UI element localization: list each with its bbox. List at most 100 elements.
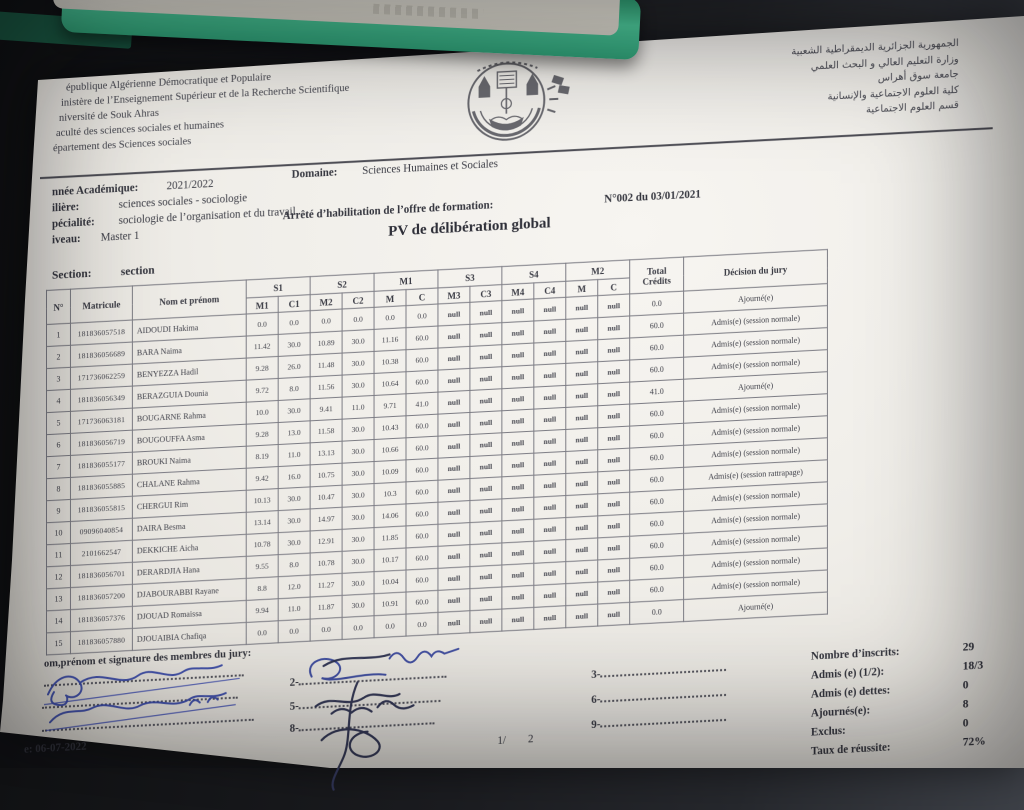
cell-score: null [565, 405, 598, 430]
cell-score: null [565, 383, 598, 408]
cell-score: null [437, 588, 470, 613]
paper-sheet [0, 16, 1024, 768]
cell-score: null [437, 478, 470, 503]
cell-score: 11.27 [310, 573, 343, 598]
cell-score: 10.17 [374, 547, 407, 572]
cell-score: 41.0 [406, 392, 438, 416]
cell-score: null [565, 361, 598, 386]
cell-n: 7 [46, 455, 71, 479]
cell-score: null [533, 539, 566, 564]
cell-total: 60.0 [629, 555, 684, 581]
cell-score: null [501, 387, 534, 411]
signature-ink-middle [294, 643, 534, 796]
stats-block: Nombre d’inscrits: 29 Admis (e) (1/2): 1… [811, 640, 1011, 765]
cell-n: 13 [46, 587, 71, 611]
filiere-value: sciences sociales - sociologie [118, 192, 248, 212]
cell-score: null [469, 322, 502, 347]
cell-score: null [469, 587, 502, 611]
document-content: épublique Algérienne Démocratique et Pop… [24, 30, 1024, 791]
cell-score: 13.13 [310, 441, 343, 465]
cell-score: 30.0 [278, 486, 311, 511]
cell-score: 30.0 [342, 527, 375, 552]
cell-score: null [469, 609, 502, 633]
sub-header-c3: C3 [469, 284, 502, 303]
cell-score: null [469, 300, 502, 325]
cell-score: 9.42 [246, 466, 279, 491]
cell-score: null [469, 542, 502, 567]
cell-score: 11.0 [342, 395, 375, 420]
cell-score: 9.55 [246, 554, 279, 579]
jury-slot-label: 3- [591, 668, 601, 681]
cell-score: null [533, 341, 566, 366]
cell-score: 10.04 [374, 570, 407, 594]
cell-score: 8.19 [246, 444, 279, 469]
cell-score: 12.91 [310, 529, 343, 554]
cell-score: 60.0 [406, 524, 438, 548]
page-title: PV de délibération global [388, 215, 551, 240]
cell-score: null [437, 434, 470, 459]
cell-score: null [437, 522, 470, 547]
cell-score: null [597, 536, 630, 560]
cell-score: 9.72 [246, 378, 279, 403]
cell-score: null [597, 492, 630, 516]
cell-score: null [533, 297, 566, 321]
cell-total: 60.0 [629, 313, 684, 338]
cell-score: 9.28 [246, 356, 279, 381]
cell-score: 30.0 [342, 373, 375, 398]
cell-score: null [533, 451, 566, 476]
cell-score: 10.78 [246, 532, 279, 557]
cell-total: 60.0 [629, 401, 684, 427]
cell-score: null [469, 344, 502, 369]
cell-score: null [597, 426, 630, 450]
cell-n: 3 [46, 367, 71, 391]
sub-header-c: C [597, 277, 630, 296]
cell-score: 0.0 [278, 310, 311, 335]
cell-score: 0.0 [310, 617, 343, 642]
jury-slot-6: 6- [591, 683, 727, 707]
jury-slot-label: 6- [591, 693, 601, 707]
cell-score: null [597, 580, 630, 605]
cell-score: 10.66 [374, 437, 407, 462]
cell-total: 60.0 [629, 423, 684, 449]
cell-score: null [501, 298, 534, 323]
cell-score: null [469, 454, 502, 479]
cell-n: 5 [46, 411, 71, 435]
stat-value: 72% [962, 735, 986, 749]
sub-header-m1: M1 [246, 296, 279, 315]
cell-score: null [597, 382, 630, 406]
cell-score: null [565, 449, 598, 474]
cell-score: null [597, 514, 630, 538]
date-line: e: 06-07-2022 [24, 740, 87, 756]
annee-value: 2021/2022 [166, 178, 214, 193]
cell-score: null [533, 517, 566, 542]
cell-score: null [533, 319, 566, 344]
cell-score: null [437, 390, 470, 415]
cell-total: 41.0 [629, 379, 684, 405]
cell-score: 30.0 [278, 530, 311, 555]
cell-score: 30.0 [342, 351, 375, 376]
cell-score: null [533, 385, 566, 410]
section-value: section [120, 264, 155, 279]
cell-score: 10.91 [374, 592, 407, 616]
cell-score: null [501, 320, 534, 345]
cell-score: 0.0 [374, 305, 407, 330]
cell-score: null [597, 315, 630, 340]
cell-score: 8.8 [246, 576, 279, 601]
cell-score: 30.0 [278, 332, 311, 357]
university-logo [443, 54, 573, 153]
cell-n: 9 [46, 499, 71, 523]
cell-score: 0.0 [374, 614, 407, 638]
cell-score: 0.0 [342, 615, 375, 640]
cell-n: 10 [46, 521, 71, 545]
cell-score: 13.0 [278, 420, 311, 445]
cell-score: null [437, 500, 470, 525]
cell-score: null [469, 432, 502, 457]
sub-header-c4: C4 [533, 281, 566, 299]
page-current: 1/ [497, 734, 506, 747]
cell-score: null [565, 295, 598, 320]
cell-score: null [469, 520, 502, 545]
cell-score: 11.0 [278, 597, 311, 621]
sub-header-m2: M2 [310, 292, 343, 311]
total-header-line: Crédits [642, 274, 671, 287]
cell-n: 8 [46, 477, 71, 501]
